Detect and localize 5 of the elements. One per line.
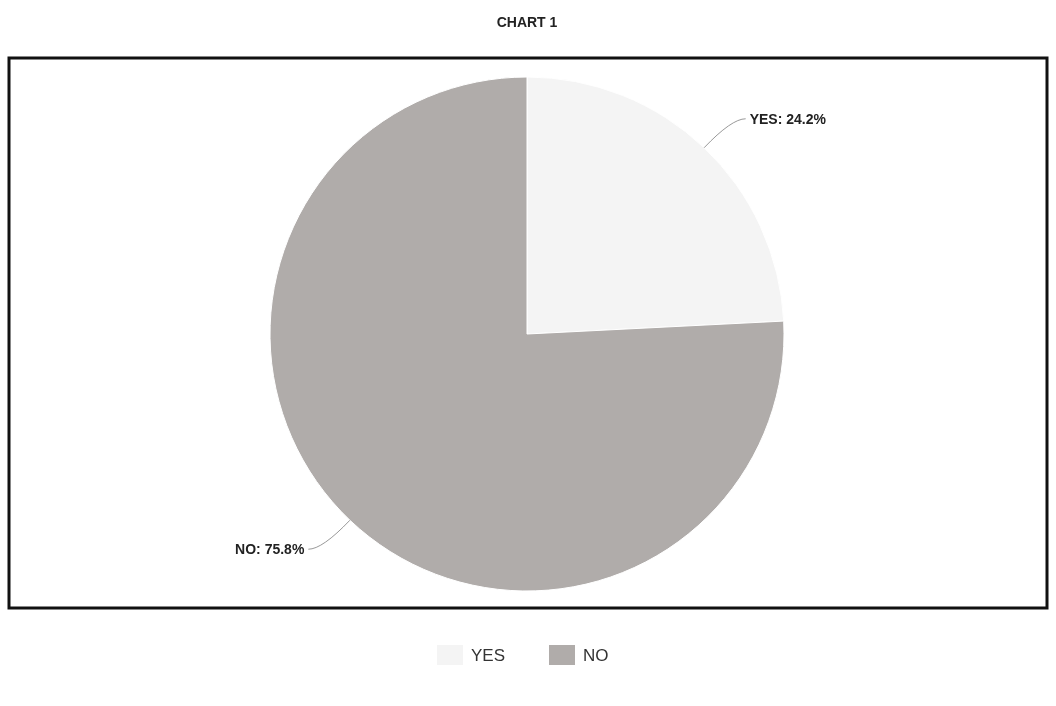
- data-label: NO: 75.8%: [235, 541, 305, 558]
- legend-label: NO: [583, 646, 609, 665]
- legend-label: YES: [471, 646, 506, 665]
- chart-title: CHART 1: [496, 14, 558, 30]
- data-label: YES: 24.2%: [749, 110, 827, 127]
